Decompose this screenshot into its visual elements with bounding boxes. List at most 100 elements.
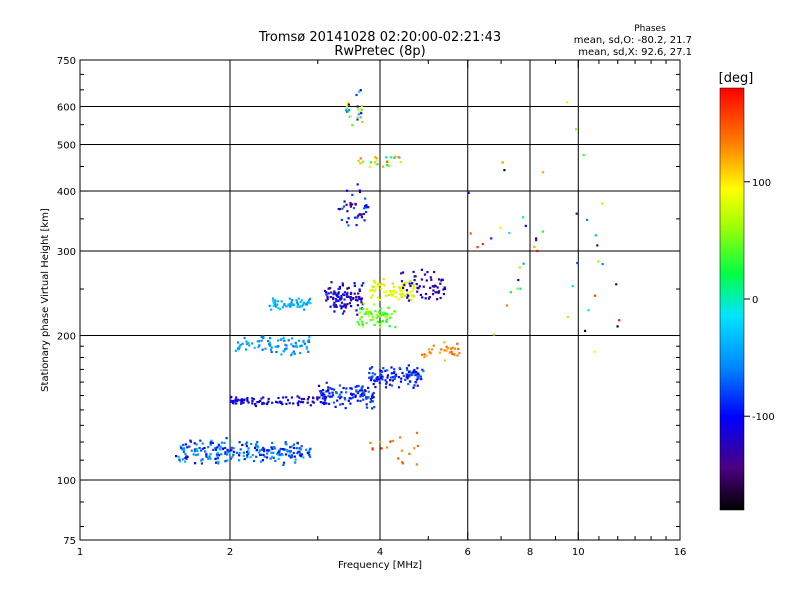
data-point-1017 bbox=[443, 359, 446, 362]
data-point-515 bbox=[402, 374, 405, 377]
data-point-119 bbox=[215, 453, 219, 456]
data-point-560 bbox=[300, 344, 303, 347]
data-point-417 bbox=[360, 394, 363, 397]
data-point-933 bbox=[380, 287, 383, 290]
data-point-175 bbox=[299, 452, 302, 455]
data-point-55 bbox=[254, 446, 257, 449]
data-point-749 bbox=[332, 298, 335, 301]
data-point-323 bbox=[363, 393, 366, 396]
data-point-147 bbox=[195, 443, 198, 446]
data-point-1026 bbox=[394, 155, 397, 158]
data-point-854 bbox=[375, 313, 378, 316]
data-point-357 bbox=[325, 390, 328, 393]
data-point-69 bbox=[192, 453, 195, 456]
data-point-213 bbox=[309, 447, 312, 450]
data-point-139 bbox=[181, 458, 184, 461]
data-point-531 bbox=[398, 366, 401, 369]
data-point-881 bbox=[411, 294, 414, 297]
data-point-1025 bbox=[359, 157, 362, 160]
data-point-834 bbox=[378, 315, 381, 318]
data-point-781 bbox=[325, 293, 328, 296]
data-point-758 bbox=[337, 295, 340, 298]
data-point-937 bbox=[430, 278, 433, 281]
data-point-429 bbox=[369, 398, 372, 401]
data-point-309 bbox=[306, 401, 309, 404]
y-tick-label-0: 75 bbox=[63, 536, 76, 547]
data-point-528 bbox=[405, 373, 408, 376]
data-point-352 bbox=[349, 387, 352, 390]
data-point-537 bbox=[370, 377, 373, 380]
data-point-1160 bbox=[516, 287, 519, 290]
data-point-74 bbox=[204, 450, 207, 453]
chart-title: Tromsø 20141028 02:20:00-02:21:43 bbox=[258, 30, 501, 45]
data-point-627 bbox=[278, 307, 281, 311]
data-point-1130 bbox=[413, 447, 416, 450]
data-point-487 bbox=[386, 369, 389, 372]
data-point-146 bbox=[277, 457, 280, 460]
data-point-1176 bbox=[517, 278, 520, 282]
data-point-167 bbox=[201, 447, 204, 450]
data-point-1173 bbox=[582, 153, 585, 156]
data-point-99 bbox=[283, 448, 286, 451]
data-point-37 bbox=[270, 451, 273, 454]
data-point-29 bbox=[205, 455, 208, 458]
data-point-420 bbox=[359, 395, 362, 398]
data-point-556 bbox=[260, 335, 263, 338]
data-point-354 bbox=[369, 401, 372, 404]
stats-line-o: mean, sd,O: -80.2, 21.7 bbox=[574, 35, 692, 46]
data-point-1006 bbox=[425, 354, 428, 357]
data-point-884 bbox=[403, 284, 406, 288]
data-point-868 bbox=[404, 294, 407, 297]
data-point-355 bbox=[339, 403, 342, 406]
data-point-398 bbox=[328, 392, 331, 395]
data-point-314 bbox=[242, 401, 245, 404]
data-point-475 bbox=[391, 376, 394, 379]
data-point-425 bbox=[349, 402, 352, 405]
data-point-657 bbox=[268, 304, 271, 307]
data-point-745 bbox=[327, 292, 330, 295]
data-point-371 bbox=[332, 388, 336, 391]
data-point-974 bbox=[423, 273, 427, 276]
data-point-806 bbox=[358, 311, 361, 314]
data-point-676 bbox=[343, 310, 346, 313]
data-point-1151 bbox=[501, 161, 504, 164]
data-point-150 bbox=[260, 460, 263, 463]
data-point-182 bbox=[243, 458, 246, 461]
data-point-910 bbox=[410, 295, 413, 298]
data-point-693 bbox=[323, 289, 327, 293]
data-point-402 bbox=[334, 405, 337, 408]
data-point-305 bbox=[231, 399, 234, 403]
data-point-503 bbox=[412, 371, 415, 374]
data-point-415 bbox=[354, 385, 357, 389]
data-point-593 bbox=[251, 342, 254, 345]
data-point-217 bbox=[231, 456, 234, 459]
data-point-386 bbox=[371, 407, 374, 410]
data-point-782 bbox=[335, 305, 338, 308]
data-point-504 bbox=[408, 371, 411, 374]
data-point-891 bbox=[383, 291, 386, 294]
data-point-1024 bbox=[428, 351, 431, 354]
data-point-987 bbox=[400, 280, 404, 283]
data-point-654 bbox=[305, 303, 309, 306]
data-point-56 bbox=[256, 444, 259, 448]
data-point-1084 bbox=[359, 213, 362, 216]
data-point-880 bbox=[394, 292, 397, 295]
data-point-848 bbox=[361, 323, 365, 326]
data-point-1038 bbox=[374, 162, 377, 165]
data-point-344 bbox=[354, 395, 357, 398]
data-point-155 bbox=[298, 454, 302, 457]
data-point-80 bbox=[211, 441, 214, 445]
data-point-674 bbox=[296, 305, 299, 308]
data-point-1110 bbox=[360, 104, 363, 107]
data-point-194 bbox=[224, 446, 227, 450]
data-point-209 bbox=[279, 447, 282, 450]
data-point-920 bbox=[406, 292, 409, 296]
data-point-25 bbox=[186, 446, 189, 449]
data-point-338 bbox=[355, 385, 359, 388]
x-tick-label-4: 8 bbox=[527, 547, 533, 558]
data-point-315 bbox=[312, 401, 315, 404]
data-point-169 bbox=[184, 457, 187, 460]
data-point-389 bbox=[323, 399, 326, 402]
data-point-532 bbox=[405, 375, 408, 378]
data-point-1078 bbox=[365, 206, 368, 209]
